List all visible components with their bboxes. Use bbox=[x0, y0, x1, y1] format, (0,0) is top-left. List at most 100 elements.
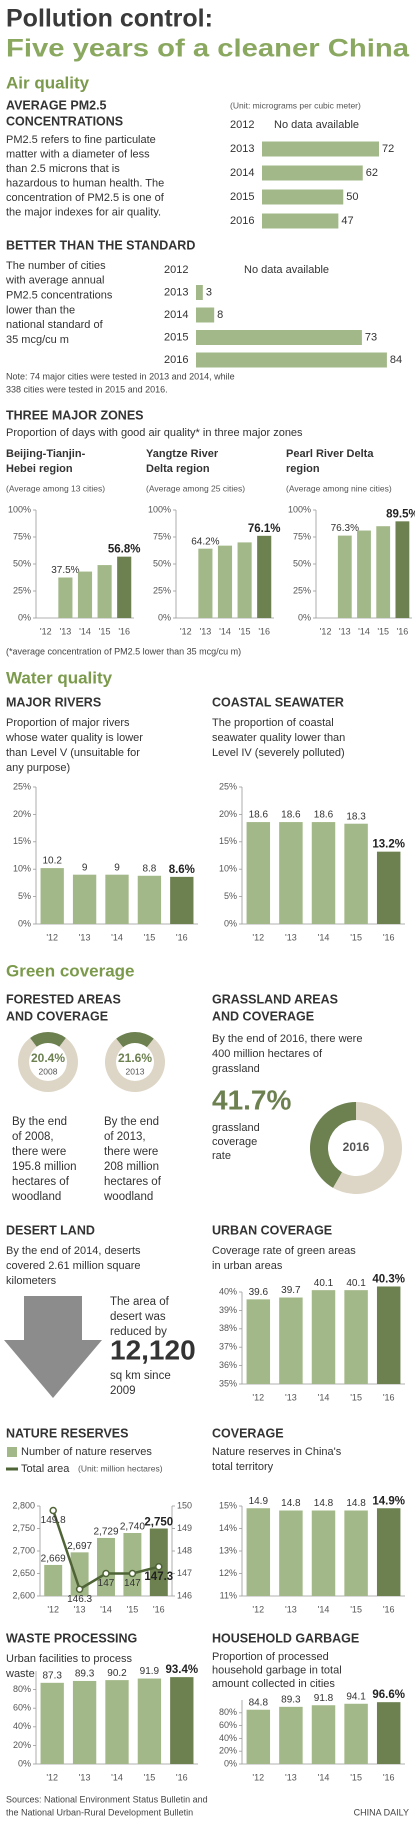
bar bbox=[198, 548, 213, 618]
bar bbox=[217, 545, 233, 618]
x-tick-label: '12 bbox=[40, 626, 52, 636]
value-label: 41.7% bbox=[212, 1084, 291, 1115]
y2-tick-label: 148 bbox=[177, 1545, 192, 1555]
point-marker bbox=[128, 1569, 137, 1578]
y2-tick-label: 146 bbox=[177, 1590, 192, 1600]
x-tick-label: '15 bbox=[350, 1772, 362, 1782]
y-tick-label: 0% bbox=[298, 612, 311, 622]
y2-tick-label: 149 bbox=[177, 1523, 192, 1533]
value-label: 62 bbox=[366, 167, 378, 179]
y-tick-label: 0% bbox=[18, 918, 31, 928]
chart-description: concentration of PM2.5 is one of bbox=[6, 192, 165, 204]
chart-title: Hebei region bbox=[6, 463, 73, 475]
chart-title: HOUSEHOLD GARBAGE bbox=[212, 1631, 359, 1645]
x-tick-label: '15 bbox=[144, 932, 156, 942]
page-subtitle: Five years of a cleaner China bbox=[6, 35, 410, 63]
bar bbox=[262, 141, 379, 157]
bar bbox=[311, 822, 336, 924]
y-tick-label: 25% bbox=[13, 781, 31, 791]
value-label: 47 bbox=[341, 215, 353, 227]
value-label: 37.5% bbox=[51, 565, 79, 576]
desert-callout: desert was bbox=[110, 1311, 166, 1323]
chart-description: whose water quality is lower bbox=[5, 732, 143, 744]
bar bbox=[40, 1682, 64, 1764]
chart-description: total territory bbox=[212, 1461, 274, 1473]
chart-title: CONCENTRATIONS bbox=[6, 114, 123, 128]
bar bbox=[257, 535, 272, 618]
bar bbox=[196, 307, 215, 323]
chart-description: Coverage rate of green areas bbox=[212, 1245, 356, 1257]
y-tick-label: 25% bbox=[293, 585, 311, 595]
bar bbox=[311, 1290, 336, 1384]
bar bbox=[344, 1290, 368, 1384]
donut-segment bbox=[116, 1032, 154, 1048]
y-tick-label: 38% bbox=[219, 1323, 237, 1333]
x-tick-label: '14 bbox=[219, 626, 231, 636]
x-tick-label: '14 bbox=[318, 1604, 330, 1614]
chart-description: PM2.5 refers to fine particulate bbox=[6, 134, 156, 146]
y-tick-label: 20% bbox=[13, 1740, 31, 1750]
category-label: 2012 bbox=[230, 119, 254, 131]
sources: the National Urban-Rural Development Bul… bbox=[6, 1807, 193, 1817]
category-label: 2014 bbox=[164, 309, 188, 321]
value-label: 73 bbox=[365, 331, 377, 343]
x-tick-label: '12 bbox=[252, 1392, 264, 1402]
bar bbox=[246, 822, 271, 924]
value-label: 39.6 bbox=[249, 1287, 269, 1298]
x-tick-label: '13 bbox=[74, 1604, 86, 1614]
chart-description: lower than the bbox=[6, 304, 75, 316]
y-tick-label: 25% bbox=[153, 585, 171, 595]
value-label: 8.8 bbox=[142, 863, 156, 874]
chart-title: BETTER THAN THE STANDARD bbox=[6, 238, 195, 252]
bar bbox=[123, 1533, 142, 1596]
x-tick-label: '15 bbox=[350, 932, 362, 942]
value-label: 18.3 bbox=[346, 811, 366, 822]
unit-label: (Unit: million hectares) bbox=[78, 1463, 163, 1473]
chart-title: Pearl River Delta bbox=[286, 448, 374, 460]
bar bbox=[246, 1508, 271, 1596]
bar bbox=[262, 189, 344, 205]
chart-description: Level IV (severely polluted) bbox=[212, 747, 345, 759]
bar bbox=[279, 1510, 303, 1596]
bar bbox=[137, 875, 162, 924]
category-label: 2013 bbox=[230, 143, 254, 155]
chart-description: there were bbox=[12, 1146, 66, 1158]
chart-description: there were bbox=[104, 1146, 158, 1158]
bar bbox=[170, 876, 194, 924]
chart-description: with average annual bbox=[5, 275, 104, 287]
bar bbox=[196, 330, 362, 345]
chart-description: than Level V (unsuitable for bbox=[6, 747, 140, 759]
bar bbox=[395, 521, 410, 618]
desert-unit: sq km since bbox=[110, 1370, 171, 1382]
bar bbox=[40, 868, 64, 924]
bar bbox=[70, 1552, 89, 1596]
bar bbox=[196, 285, 203, 300]
x-tick-label: '12 bbox=[252, 1772, 264, 1782]
x-tick-label: '14 bbox=[318, 932, 330, 942]
y-tick-label: 15% bbox=[13, 836, 31, 846]
y-tick-label: 15% bbox=[219, 1500, 237, 1510]
y-tick-label: 2,650 bbox=[12, 1568, 35, 1578]
point-marker bbox=[49, 1506, 57, 1515]
y-tick-label: 80% bbox=[219, 1707, 237, 1717]
desert-callout: reduced by bbox=[110, 1326, 167, 1338]
y-tick-label: 5% bbox=[224, 891, 237, 901]
x-tick-label: '12 bbox=[180, 626, 192, 636]
value-label: 147 bbox=[98, 1578, 115, 1589]
category-label: 2014 bbox=[230, 167, 254, 179]
chart-description: waste bbox=[5, 1668, 35, 1680]
y-tick-label: 2,700 bbox=[12, 1545, 35, 1555]
value-label: 18.6 bbox=[281, 810, 301, 821]
x-tick-label: '12 bbox=[47, 1604, 59, 1614]
bar bbox=[279, 1706, 303, 1764]
value-label: 40.3% bbox=[372, 1274, 405, 1286]
chart-description: Nature reserves in China's bbox=[212, 1446, 342, 1458]
value-label: 96.6% bbox=[372, 1689, 405, 1701]
y-tick-label: 35% bbox=[219, 1378, 237, 1388]
y-tick-label: 13% bbox=[219, 1545, 237, 1555]
bar bbox=[344, 823, 368, 924]
bar bbox=[262, 165, 363, 181]
chart-description: 208 million bbox=[104, 1161, 159, 1173]
note: Note: 74 major cities were tested in 201… bbox=[6, 371, 235, 381]
